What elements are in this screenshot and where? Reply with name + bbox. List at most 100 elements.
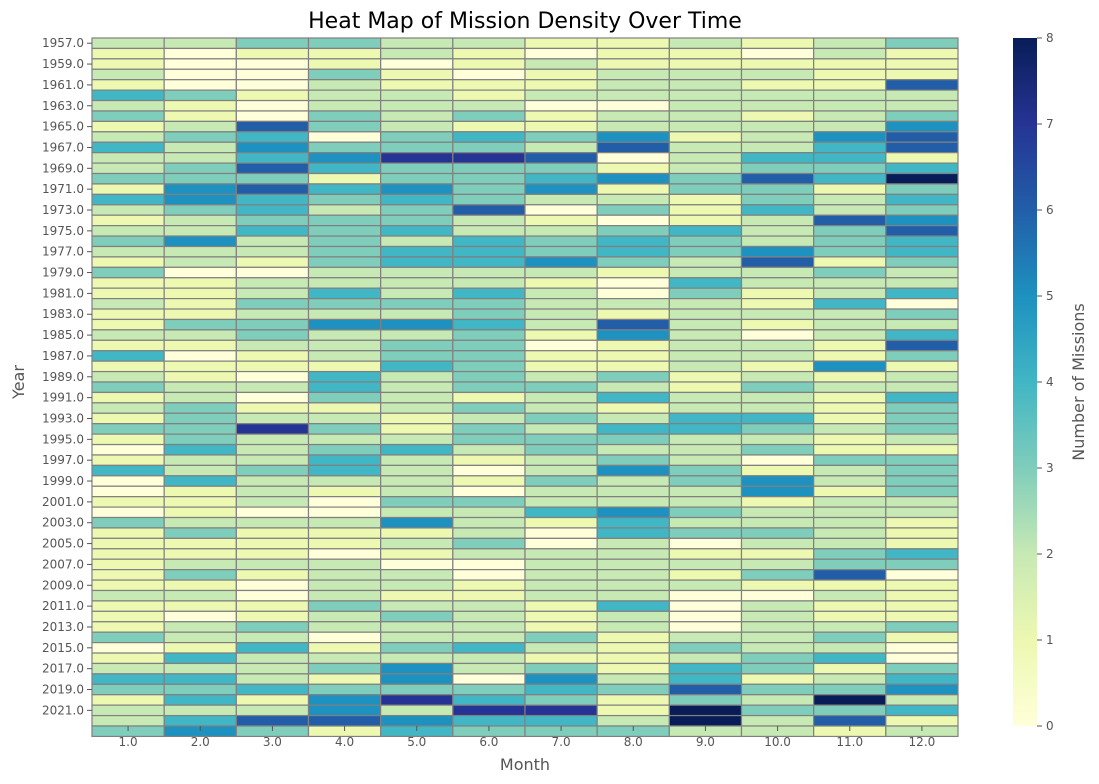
heatmap-cell bbox=[380, 569, 454, 581]
heatmap-cell bbox=[307, 266, 382, 279]
heatmap-cell bbox=[668, 642, 743, 654]
heatmap-cell bbox=[452, 339, 526, 352]
heatmap-cell bbox=[740, 496, 815, 508]
heatmap-cell bbox=[91, 485, 165, 498]
heatmap-cell bbox=[235, 329, 310, 341]
heatmap-cell bbox=[740, 454, 815, 466]
heatmap-cell bbox=[885, 204, 959, 216]
heatmap-cell bbox=[91, 308, 165, 321]
heatmap-cell bbox=[524, 214, 598, 227]
heatmap-cell bbox=[235, 506, 310, 519]
heatmap-cell bbox=[91, 694, 165, 706]
heatmap-cell bbox=[91, 204, 165, 216]
heatmap-cell bbox=[307, 339, 382, 352]
heatmap-cell bbox=[307, 548, 382, 560]
heatmap-cell bbox=[813, 443, 887, 456]
heatmap-cell bbox=[163, 569, 237, 581]
colorbar-ticks: 0 1 2 3 4 5 6 7 8 bbox=[1037, 31, 1054, 733]
heatmap-cell bbox=[668, 683, 743, 696]
heatmap-cell bbox=[91, 662, 165, 675]
heatmap-cell bbox=[163, 454, 237, 466]
heatmap-cell bbox=[596, 204, 670, 216]
heatmap-cell bbox=[740, 89, 815, 102]
heatmap-cell bbox=[380, 610, 454, 623]
heatmap-cell bbox=[452, 443, 526, 456]
heatmap-cell bbox=[307, 298, 382, 310]
heatmap-cell bbox=[163, 120, 237, 133]
heatmap-cell bbox=[91, 245, 165, 258]
heatmap-cell bbox=[163, 99, 237, 112]
heatmap-cell bbox=[524, 89, 598, 102]
heatmap-cell bbox=[740, 537, 815, 550]
heatmap-cell bbox=[235, 714, 310, 727]
heatmap-cell bbox=[740, 485, 815, 498]
heatmap-cell bbox=[452, 464, 526, 477]
heatmap-cell bbox=[91, 79, 165, 91]
heatmap-cell bbox=[740, 79, 815, 91]
heatmap-cell bbox=[885, 350, 959, 362]
heatmap-cell bbox=[91, 391, 165, 404]
heatmap-cell bbox=[235, 485, 310, 498]
heatmap-cell bbox=[813, 308, 887, 321]
heatmap-cell bbox=[380, 110, 454, 122]
y-tick-label: 2011.0 bbox=[42, 599, 84, 613]
heatmap-cell bbox=[452, 141, 526, 154]
y-tick-label: 1959.0 bbox=[42, 57, 84, 71]
heatmap-cell bbox=[740, 370, 815, 383]
heatmap-cell bbox=[740, 579, 815, 592]
heatmap-cell bbox=[163, 131, 237, 143]
heatmap-cell bbox=[524, 381, 598, 394]
heatmap-cell bbox=[668, 631, 743, 644]
heatmap-cell bbox=[452, 381, 526, 394]
heatmap-cell bbox=[813, 110, 887, 122]
heatmap-cell bbox=[452, 214, 526, 227]
heatmap-cell bbox=[235, 131, 310, 143]
heatmap-cell bbox=[235, 172, 310, 185]
heatmap-cell bbox=[380, 99, 454, 112]
heatmap-cell bbox=[235, 370, 310, 383]
heatmap-cell bbox=[307, 673, 382, 685]
heatmap-cell bbox=[668, 673, 743, 685]
y-tick-label: 1993.0 bbox=[42, 411, 84, 425]
heatmap-cell bbox=[740, 516, 815, 529]
heatmap-cell bbox=[307, 152, 382, 164]
heatmap-cell bbox=[813, 256, 887, 268]
heatmap-cell bbox=[307, 704, 382, 717]
heatmap-cell bbox=[235, 589, 310, 602]
heatmap-cell bbox=[163, 391, 237, 404]
heatmap-cell bbox=[813, 412, 887, 425]
heatmap-cell bbox=[524, 58, 598, 70]
heatmap-cell bbox=[91, 360, 165, 373]
heatmap-cell bbox=[452, 204, 526, 216]
heatmap-cell bbox=[91, 152, 165, 164]
heatmap-cell bbox=[235, 443, 310, 456]
heatmap-cell bbox=[163, 235, 237, 248]
heatmap-cell bbox=[163, 287, 237, 300]
heatmap-cell bbox=[524, 370, 598, 383]
heatmap-cell bbox=[452, 558, 526, 571]
heatmap-cell bbox=[668, 423, 743, 435]
heatmap-cell bbox=[740, 68, 815, 81]
heatmap-cell bbox=[668, 391, 743, 404]
heatmap-cell bbox=[885, 99, 959, 112]
x-tick-label: 3.0 bbox=[263, 735, 282, 749]
heatmap-cell bbox=[740, 37, 815, 50]
colorbar-tick-label: 3 bbox=[1046, 461, 1054, 475]
heatmap-cell bbox=[452, 318, 526, 331]
heatmap-cell bbox=[452, 329, 526, 341]
heatmap-cell bbox=[235, 694, 310, 706]
heatmap-cell bbox=[307, 47, 382, 60]
heatmap-cell bbox=[740, 141, 815, 154]
heatmap-cell bbox=[380, 496, 454, 508]
heatmap-cell bbox=[307, 204, 382, 216]
heatmap-cell bbox=[524, 162, 598, 175]
heatmap-cell bbox=[813, 360, 887, 373]
heatmap-cell bbox=[91, 600, 165, 612]
heatmap-cell bbox=[163, 621, 237, 633]
heatmap-cell bbox=[380, 287, 454, 300]
heatmap-cell bbox=[668, 58, 743, 70]
heatmap-cell bbox=[307, 642, 382, 654]
heatmap-cell bbox=[524, 527, 598, 539]
heatmap-cell bbox=[740, 621, 815, 633]
heatmap-cell bbox=[596, 214, 670, 227]
